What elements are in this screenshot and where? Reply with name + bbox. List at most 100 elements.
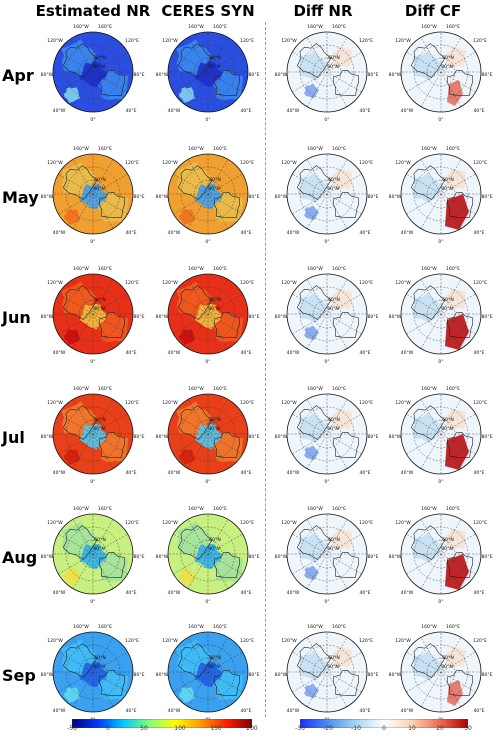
lat-label: 80°N bbox=[93, 186, 105, 192]
polar-map-apr-estimated-nr: 160°W 160°E 120°W 120°E 80°W 80°E 40°W 40°E 0° 60… bbox=[37, 16, 149, 128]
lon-label: 40°E bbox=[359, 470, 370, 476]
lat-label: 60°N bbox=[328, 297, 340, 303]
lon-label: 40°W bbox=[53, 590, 66, 596]
lon-label: 160°W bbox=[188, 266, 204, 272]
lon-label: 0° bbox=[438, 117, 443, 123]
lon-label: 160°W bbox=[421, 146, 437, 152]
lon-label: 80°E bbox=[481, 554, 492, 560]
colorbar-tick-label: -30 bbox=[295, 725, 305, 732]
lon-label: 40°W bbox=[287, 230, 300, 236]
lon-label: 160°W bbox=[421, 506, 437, 512]
lon-label: 160°W bbox=[307, 624, 323, 630]
lat-label: 60°N bbox=[209, 417, 221, 423]
lon-label: 40°E bbox=[359, 230, 370, 236]
lat-label: 80°N bbox=[208, 306, 220, 312]
lon-label: 160°W bbox=[421, 266, 437, 272]
lon-label: 40°E bbox=[240, 470, 251, 476]
lat-label: 60°N bbox=[209, 297, 221, 303]
lat-label: 60°N bbox=[328, 537, 340, 543]
lon-label: 120°E bbox=[125, 280, 139, 286]
lon-label: 120°W bbox=[162, 520, 178, 526]
lon-label: 120°W bbox=[395, 638, 411, 644]
lon-label: 40°E bbox=[125, 108, 136, 114]
lon-label: 80°E bbox=[367, 672, 378, 678]
lon-label: 80°E bbox=[133, 72, 144, 78]
lon-label: 40°W bbox=[401, 350, 414, 356]
lat-label: 80°N bbox=[327, 306, 339, 312]
flux-colorbar-ramp bbox=[71, 718, 253, 729]
polar-map-may-estimated-nr: 160°W 160°E 120°W 120°E 80°W 80°E 40°W 40°E 0° 60… bbox=[37, 138, 149, 250]
lon-label: 120°W bbox=[47, 400, 63, 406]
lon-label: 160°W bbox=[188, 146, 204, 152]
lon-label: 120°E bbox=[125, 38, 139, 44]
lon-label: 160°W bbox=[73, 24, 89, 30]
column-title-diff-cf: Diff CF bbox=[404, 2, 462, 20]
lat-label: 80°N bbox=[93, 664, 105, 670]
polar-map-jun-ceres-syn: 160°W 160°E 120°W 120°E 80°W 80°E 40°W 40°E 0° 60… bbox=[152, 258, 264, 370]
colorbar-tick-label: 0 bbox=[382, 725, 386, 732]
lon-label: 40°W bbox=[287, 708, 300, 714]
lat-label: 80°N bbox=[208, 546, 220, 552]
column-title-diff-nr: Diff NR bbox=[293, 2, 353, 20]
lat-label: 60°N bbox=[209, 55, 221, 61]
lon-label: 160°E bbox=[98, 624, 112, 630]
lon-label: 120°E bbox=[473, 160, 487, 166]
lat-label: 60°N bbox=[209, 177, 221, 183]
lon-label: 40°W bbox=[287, 108, 300, 114]
lon-label: 120°W bbox=[47, 520, 63, 526]
lon-label: 80°E bbox=[133, 194, 144, 200]
lat-label: 80°N bbox=[441, 664, 453, 670]
lon-label: 120°E bbox=[240, 520, 254, 526]
lon-label: 80°W bbox=[389, 554, 402, 560]
lon-label: 40°W bbox=[401, 230, 414, 236]
polar-map-jun-diff-cf: 160°W 160°E 120°W 120°E 80°W 80°E 40°W 40°E 0° 60… bbox=[385, 258, 497, 370]
lon-label: 80°W bbox=[156, 554, 169, 560]
lon-label: 120°W bbox=[47, 280, 63, 286]
lon-label: 160°W bbox=[307, 24, 323, 30]
lon-label: 40°W bbox=[168, 230, 181, 236]
lat-label: 60°N bbox=[94, 417, 106, 423]
lon-label: 0° bbox=[324, 479, 329, 485]
lat-label: 80°N bbox=[327, 186, 339, 192]
polar-map-jul-ceres-syn: 160°W 160°E 120°W 120°E 80°W 80°E 40°W 40°E 0° 60… bbox=[152, 378, 264, 490]
lon-label: 120°W bbox=[47, 160, 63, 166]
lat-label: 80°N bbox=[208, 186, 220, 192]
lat-label: 60°N bbox=[94, 537, 106, 543]
lon-label: 40°E bbox=[473, 108, 484, 114]
lon-label: 120°E bbox=[125, 638, 139, 644]
lon-label: 80°W bbox=[275, 72, 288, 78]
lon-label: 40°W bbox=[53, 230, 66, 236]
polar-map-may-diff-nr: 160°W 160°E 120°W 120°E 80°W 80°E 40°W 40°E 0° 60… bbox=[271, 138, 383, 250]
lon-label: 80°W bbox=[389, 194, 402, 200]
lon-label: 120°W bbox=[395, 160, 411, 166]
lon-label: 40°E bbox=[359, 708, 370, 714]
colorbar-tick-label: 20 bbox=[436, 725, 444, 732]
lon-label: 120°W bbox=[281, 638, 297, 644]
lon-label: 40°E bbox=[473, 590, 484, 596]
lon-label: 160°W bbox=[73, 386, 89, 392]
lon-label: 120°E bbox=[473, 520, 487, 526]
lon-label: 80°W bbox=[275, 672, 288, 678]
lat-label: 60°N bbox=[442, 417, 454, 423]
lon-label: 80°W bbox=[41, 434, 54, 440]
lon-label: 40°W bbox=[53, 470, 66, 476]
lon-label: 40°W bbox=[168, 350, 181, 356]
lon-label: 120°W bbox=[281, 400, 297, 406]
lon-label: 160°W bbox=[188, 24, 204, 30]
row-label-jul: Jul bbox=[2, 428, 25, 447]
lat-label: 60°N bbox=[328, 417, 340, 423]
lon-label: 0° bbox=[324, 239, 329, 245]
lat-label: 60°N bbox=[94, 297, 106, 303]
lon-label: 120°E bbox=[359, 400, 373, 406]
lon-label: 40°E bbox=[240, 350, 251, 356]
lon-label: 160°E bbox=[332, 506, 346, 512]
lon-label: 0° bbox=[324, 117, 329, 123]
colorbar-tick-label: 10 bbox=[408, 725, 416, 732]
lon-label: 80°E bbox=[367, 72, 378, 78]
lon-label: 80°W bbox=[389, 72, 402, 78]
lon-label: 120°E bbox=[240, 400, 254, 406]
lon-label: 120°E bbox=[240, 280, 254, 286]
lon-label: 120°W bbox=[395, 400, 411, 406]
lon-label: 120°E bbox=[125, 400, 139, 406]
lat-label: 60°N bbox=[209, 537, 221, 543]
